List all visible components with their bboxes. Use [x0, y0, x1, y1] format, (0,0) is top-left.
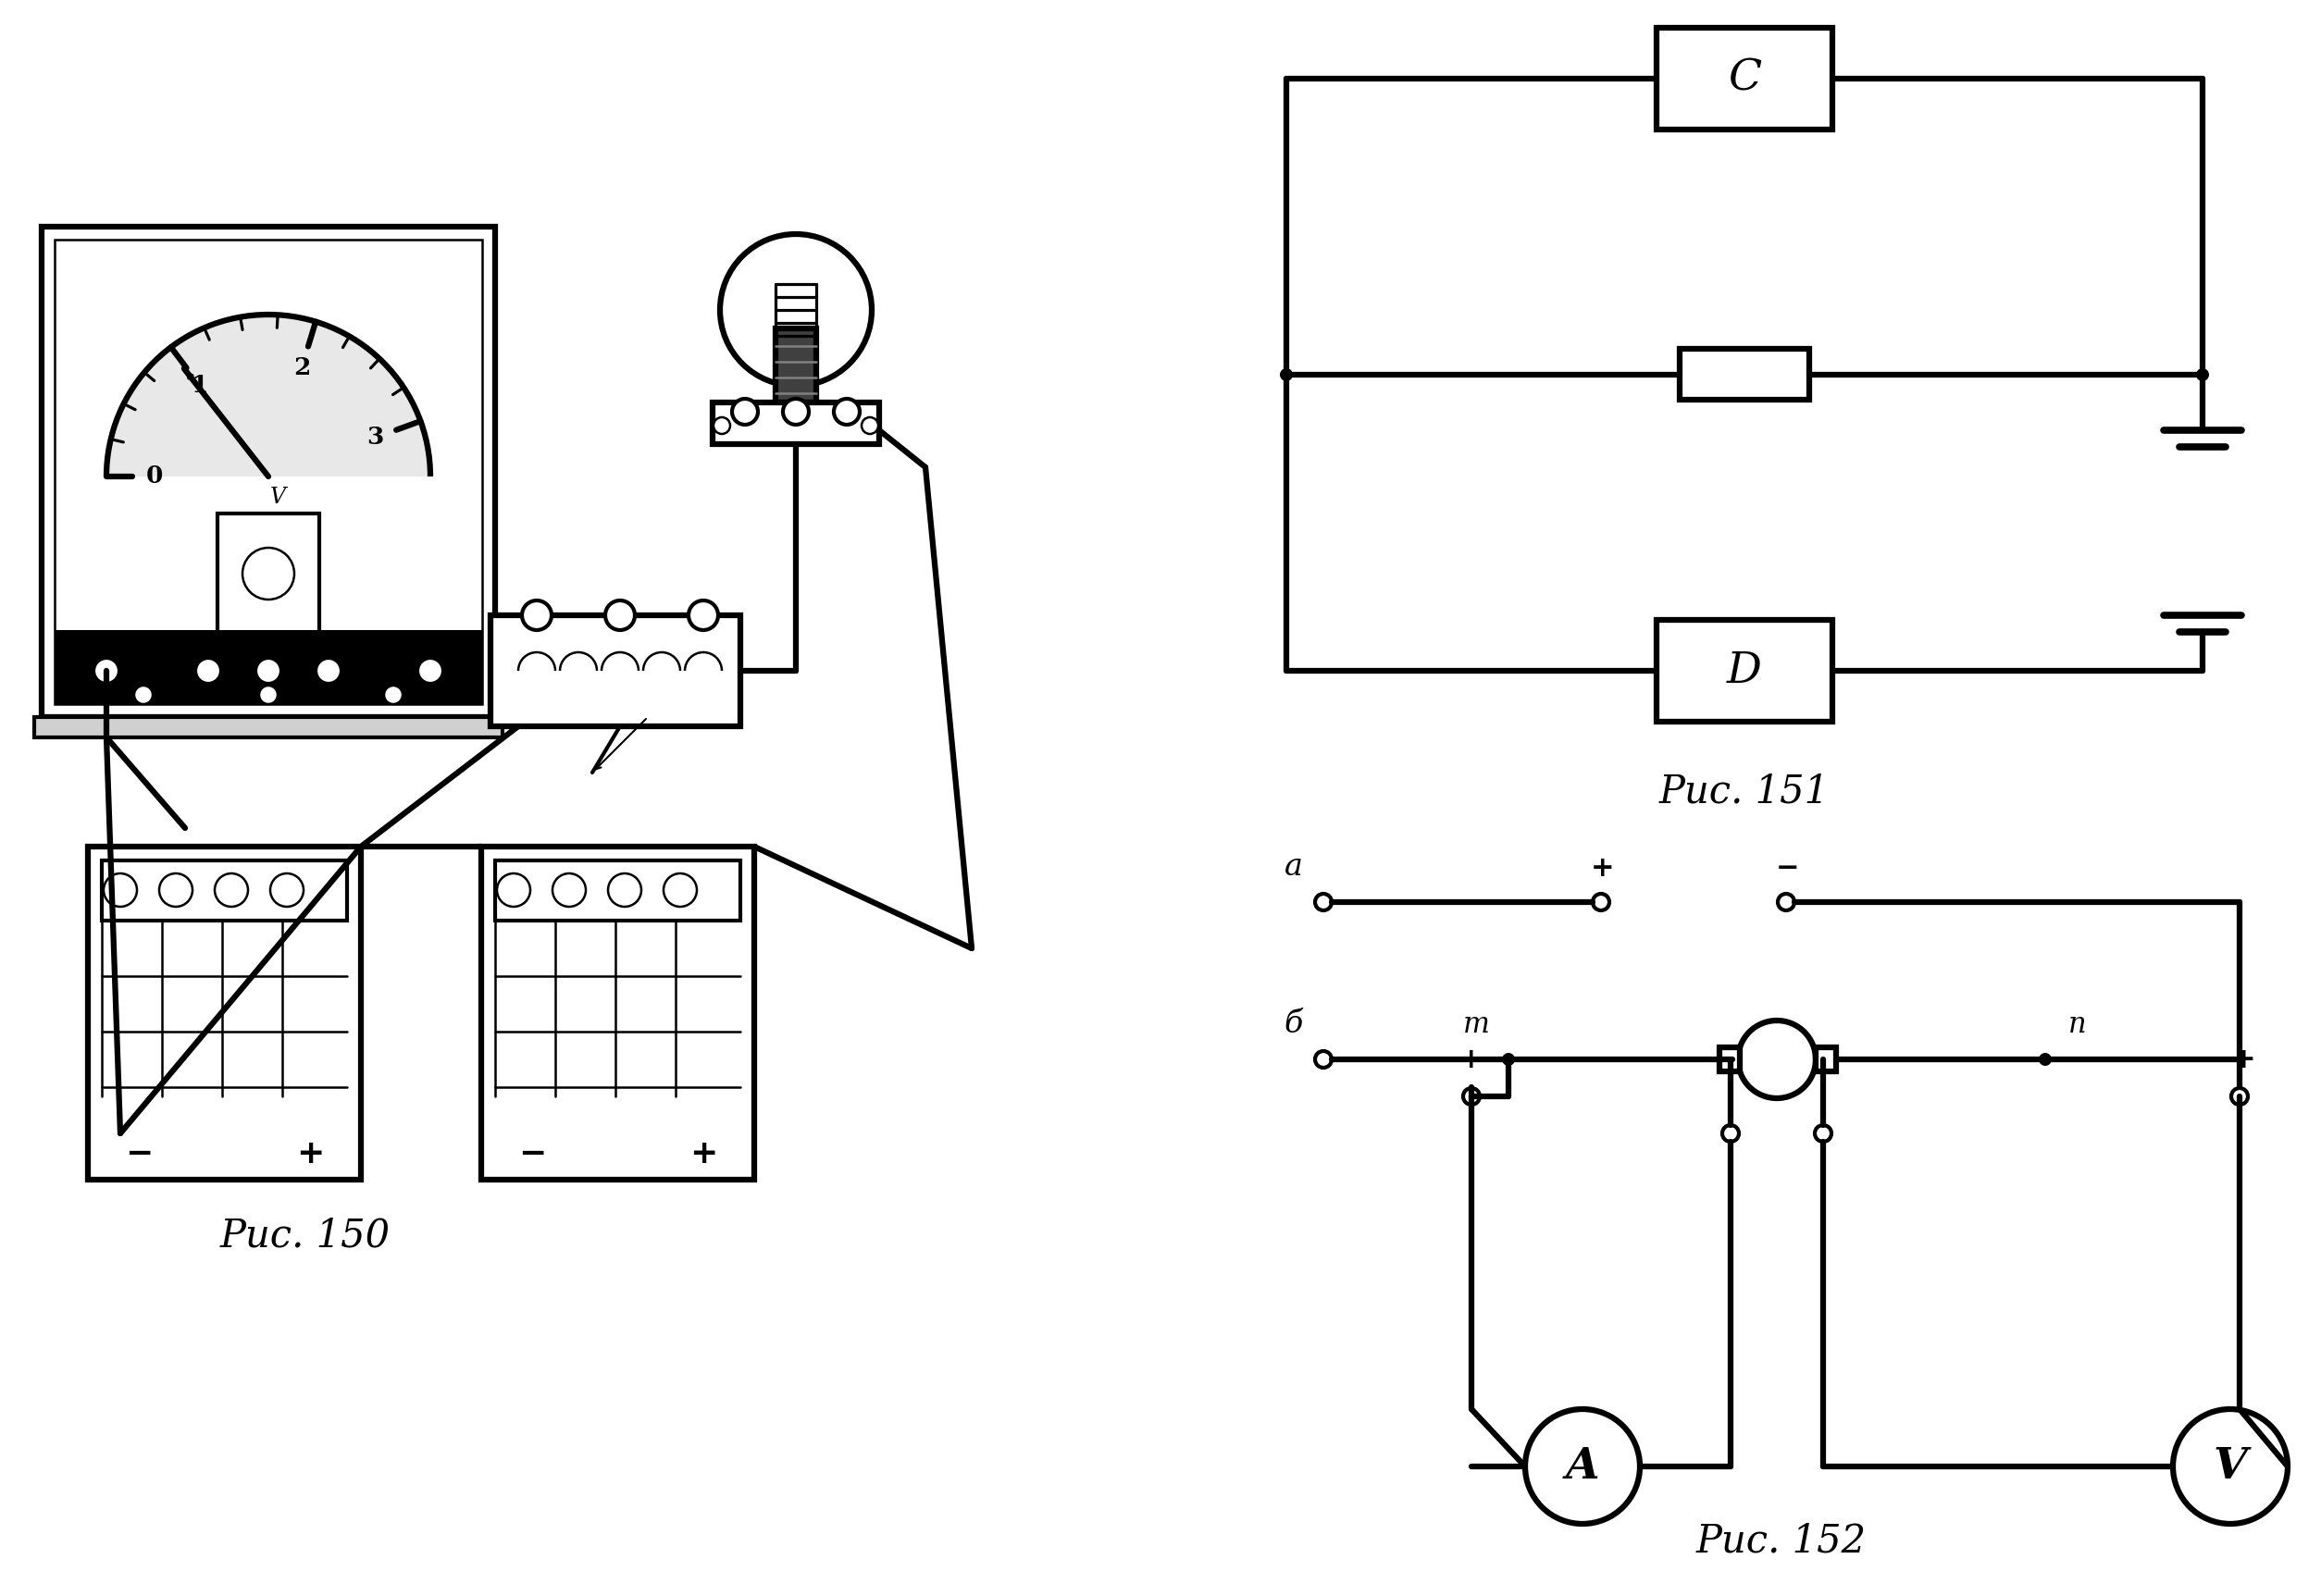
Text: D: D	[1727, 650, 1762, 691]
Bar	[1657, 619, 1831, 721]
Text: б: б	[1284, 1009, 1302, 1039]
Circle shape	[1525, 1409, 1641, 1524]
Circle shape	[713, 417, 731, 434]
Text: a: a	[1284, 852, 1302, 881]
Bar	[713, 402, 880, 444]
Circle shape	[1778, 894, 1794, 910]
Bar	[1720, 1047, 1741, 1071]
Bar	[218, 514, 320, 634]
Circle shape	[269, 873, 304, 907]
Circle shape	[1502, 1053, 1516, 1066]
Circle shape	[104, 873, 137, 907]
Circle shape	[782, 399, 808, 425]
Circle shape	[2196, 369, 2210, 381]
Bar	[480, 846, 754, 1179]
Text: n: n	[2068, 1010, 2087, 1039]
Text: +: +	[1590, 855, 1615, 881]
Text: −: −	[125, 1138, 153, 1170]
Bar	[56, 239, 483, 704]
Circle shape	[1462, 1088, 1481, 1104]
Circle shape	[1316, 894, 1332, 910]
Bar	[42, 227, 494, 717]
Circle shape	[255, 658, 281, 683]
Circle shape	[720, 235, 873, 386]
Circle shape	[160, 873, 193, 907]
Circle shape	[1722, 1125, 1738, 1141]
Text: V: V	[269, 487, 285, 508]
Text: 0: 0	[146, 464, 162, 488]
Circle shape	[2230, 1088, 2249, 1104]
Circle shape	[497, 873, 529, 907]
Circle shape	[195, 658, 220, 683]
Text: A: A	[1567, 1446, 1599, 1487]
Circle shape	[418, 658, 443, 683]
Bar	[35, 717, 504, 737]
Text: −: −	[518, 1138, 545, 1170]
Text: 1: 1	[190, 373, 209, 397]
Wedge shape	[107, 314, 429, 477]
Circle shape	[731, 399, 759, 425]
Circle shape	[383, 686, 402, 704]
Circle shape	[135, 686, 153, 704]
Bar	[102, 860, 348, 921]
Text: +: +	[297, 1138, 325, 1170]
Bar	[490, 616, 740, 726]
Bar	[775, 329, 817, 402]
Circle shape	[93, 658, 118, 683]
Bar	[1815, 1047, 1836, 1071]
Text: Рис. 150: Рис. 150	[220, 1216, 390, 1254]
Circle shape	[608, 873, 641, 907]
Circle shape	[833, 399, 859, 425]
Circle shape	[1738, 1020, 1815, 1098]
Circle shape	[260, 686, 279, 704]
Circle shape	[1279, 369, 1293, 381]
Bar	[88, 846, 362, 1179]
Bar	[56, 630, 483, 704]
Circle shape	[1592, 894, 1608, 910]
Circle shape	[216, 873, 248, 907]
Text: C: C	[1727, 57, 1762, 99]
Text: V: V	[2214, 1446, 2247, 1487]
Circle shape	[861, 417, 877, 434]
Text: m: m	[1462, 1010, 1490, 1039]
Circle shape	[2172, 1409, 2289, 1524]
Text: 3: 3	[367, 426, 383, 448]
Text: +: +	[1460, 1045, 1483, 1073]
Bar	[1657, 27, 1831, 129]
Text: +: +	[689, 1138, 717, 1170]
Circle shape	[606, 600, 636, 630]
Circle shape	[522, 600, 552, 630]
Circle shape	[552, 873, 585, 907]
Bar	[1680, 350, 1810, 399]
Text: +: +	[2233, 1045, 2256, 1073]
Circle shape	[241, 547, 295, 600]
Text: 2: 2	[292, 356, 311, 380]
Circle shape	[2038, 1053, 2052, 1066]
Text: Рис. 151: Рис. 151	[1660, 771, 1829, 811]
Text: Рис. 152: Рис. 152	[1697, 1521, 1866, 1559]
Circle shape	[689, 600, 717, 630]
Bar	[494, 860, 740, 921]
Circle shape	[1815, 1125, 1831, 1141]
Text: −: −	[1776, 855, 1799, 881]
Circle shape	[316, 658, 341, 683]
Circle shape	[1316, 1052, 1332, 1068]
Circle shape	[664, 873, 696, 907]
